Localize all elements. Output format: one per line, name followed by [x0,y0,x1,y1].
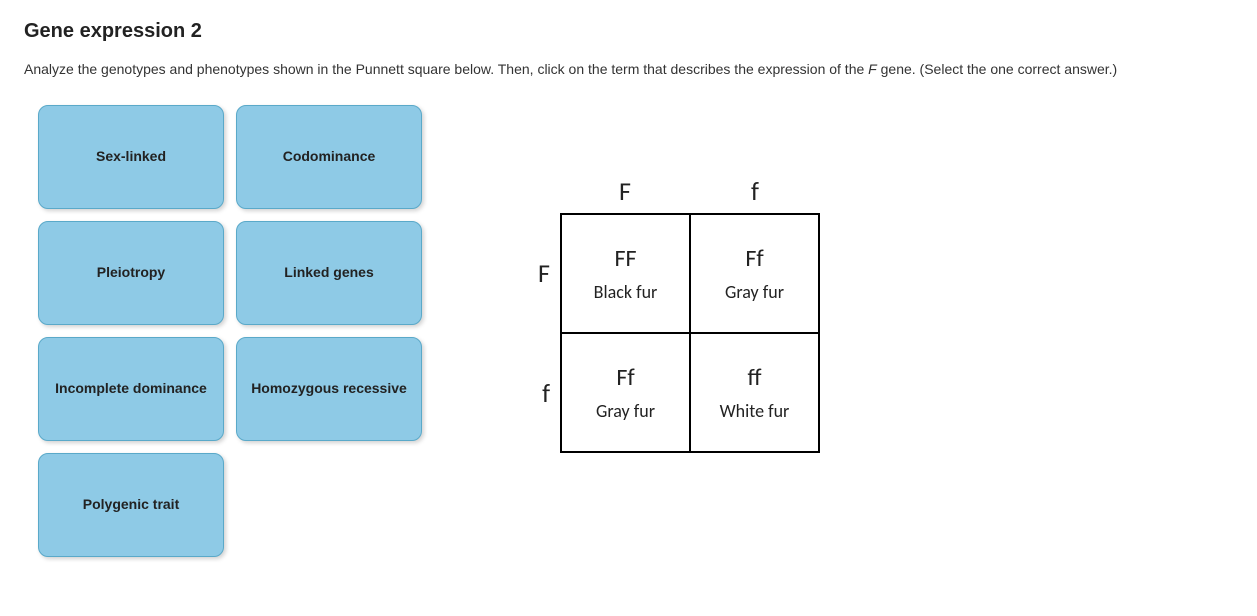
option-polygenic-trait[interactable]: Polygenic trait [38,453,224,557]
gene-symbol: F [868,61,877,77]
genotype: Ff [745,244,763,273]
phenotype: Black fur [594,281,658,303]
option-linked-genes[interactable]: Linked genes [236,221,422,325]
cell-1-1: FF Black fur [560,213,690,333]
cell-1-2: Ff Gray fur [690,213,820,333]
instructions-pre: Analyze the genotypes and phenotypes sho… [24,61,868,77]
genotype: Ff [616,363,634,392]
genotype: ff [747,363,761,392]
option-homozygous-recessive[interactable]: Homozygous recessive [236,337,422,441]
punnett-square: F f F FF Black fur Ff Gray fur f Ff Gray… [512,165,820,453]
page-title: Gene expression 2 [24,20,1233,43]
corner-empty [512,165,560,213]
option-sex-linked[interactable]: Sex-linked [38,105,224,209]
row-label-2: f [512,333,560,453]
cell-2-1: Ff Gray fur [560,333,690,453]
phenotype: White fur [720,400,790,422]
col-label-2: f [690,165,820,213]
option-pleiotropy[interactable]: Pleiotropy [38,221,224,325]
instructions-post: gene. (Select the one correct answer.) [877,61,1117,77]
option-incomplete-dominance[interactable]: Incomplete dominance [38,337,224,441]
answer-options-grid: Sex-linked Codominance Pleiotropy Linked… [38,105,422,557]
col-label-1: F [560,165,690,213]
instructions-text: Analyze the genotypes and phenotypes sho… [24,61,1233,77]
phenotype: Gray fur [725,281,784,303]
phenotype: Gray fur [596,400,655,422]
cell-2-2: ff White fur [690,333,820,453]
content-row: Sex-linked Codominance Pleiotropy Linked… [24,105,1233,557]
genotype: FF [614,244,636,273]
option-codominance[interactable]: Codominance [236,105,422,209]
row-label-1: F [512,213,560,333]
